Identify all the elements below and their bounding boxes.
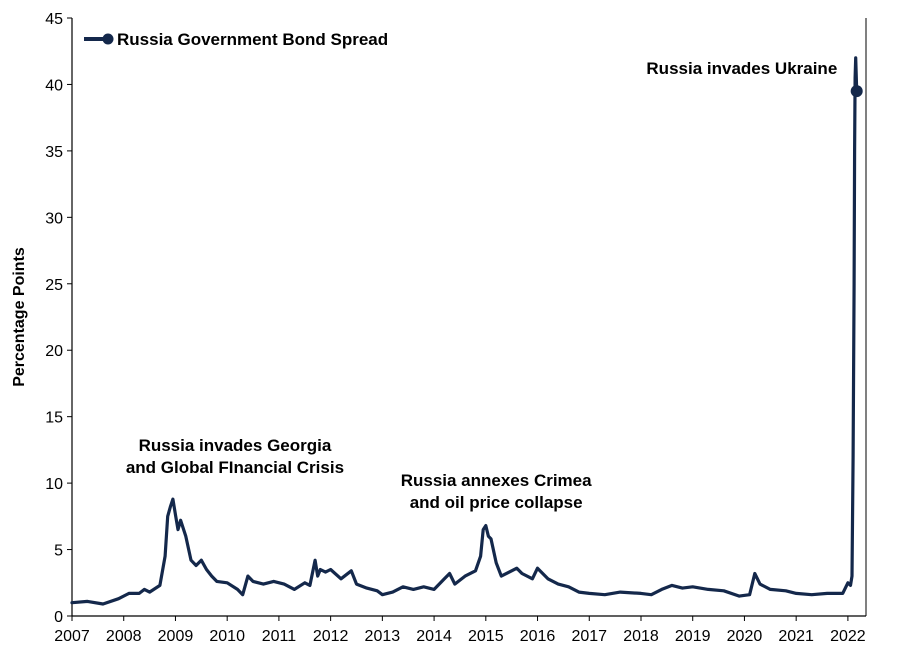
x-tick-label: 2011 xyxy=(262,628,297,645)
y-tick-label: 5 xyxy=(54,543,63,560)
x-tick-label: 2021 xyxy=(778,628,814,645)
annotations: Russia invades Georgia and Global FInanci… xyxy=(126,59,837,512)
x-axis-ticks: 2007 2008 2009 2010 2011 2012 2013 2014 2015 2016… xyxy=(54,616,866,645)
x-tick-label: 2022 xyxy=(830,628,866,645)
legend: Russia Government Bond Spread xyxy=(84,30,388,49)
x-tick-label: 2015 xyxy=(468,628,504,645)
annotation-text: and oil price collapse xyxy=(410,493,583,512)
y-axis-ticks: 0 5 10 15 20 25 30 35 40 45 xyxy=(45,11,72,626)
x-tick-label: 2018 xyxy=(623,628,659,645)
x-tick-label: 2009 xyxy=(158,628,194,645)
x-tick-label: 2017 xyxy=(571,628,607,645)
y-axis-label: Percentage Points xyxy=(11,247,28,387)
y-tick-label: 10 xyxy=(45,476,63,493)
series-end-marker xyxy=(850,85,863,98)
x-tick-label: 2019 xyxy=(675,628,711,645)
x-tick-label: 2008 xyxy=(106,628,142,645)
x-tick-label: 2013 xyxy=(365,628,401,645)
annotation-text: Russia invades Ukraine xyxy=(646,59,837,78)
annotation-text: Russia annexes Crimea xyxy=(401,471,592,490)
x-tick-label: 2007 xyxy=(54,628,90,645)
y-tick-label: 30 xyxy=(45,210,63,227)
legend-marker xyxy=(102,33,114,45)
y-tick-label: 20 xyxy=(45,343,63,360)
legend-label: Russia Government Bond Spread xyxy=(117,30,388,49)
y-tick-label: 40 xyxy=(45,77,63,94)
annotation-text: and Global FInancial Crisis xyxy=(126,458,344,477)
y-tick-label: 25 xyxy=(45,277,63,294)
y-tick-label: 45 xyxy=(45,11,63,28)
y-tick-label: 0 xyxy=(54,609,63,626)
x-tick-label: 2016 xyxy=(520,628,556,645)
x-tick-label: 2014 xyxy=(416,628,452,645)
series-line xyxy=(70,56,859,606)
x-tick-label: 2010 xyxy=(209,628,245,645)
series-layer xyxy=(70,56,863,606)
annotation-text: Russia invades Georgia xyxy=(139,436,332,455)
y-tick-label: 15 xyxy=(45,410,63,427)
y-tick-label: 35 xyxy=(45,144,63,161)
x-tick-label: 2012 xyxy=(313,628,349,645)
x-tick-label: 2020 xyxy=(727,628,763,645)
